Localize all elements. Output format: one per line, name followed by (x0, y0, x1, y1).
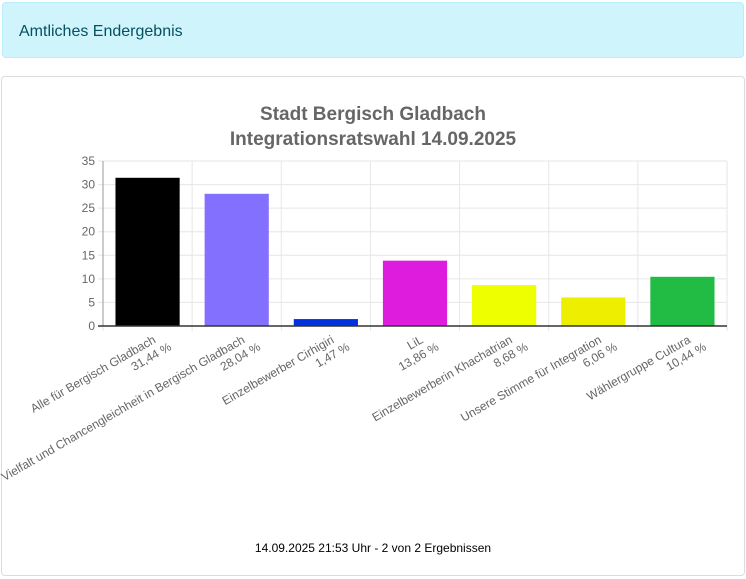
result-status-banner: Amtliches Endergebnis (2, 2, 744, 58)
x-tick-label-7: Wählergruppe Cultura10,44 % (584, 327, 709, 415)
y-tick-label: 10 (82, 272, 96, 286)
x-tick-label-5: Einzelbewerberin Khachatrian8,68 % (370, 327, 531, 436)
y-tick-label: 35 (82, 154, 96, 168)
y-tick-label: 0 (88, 319, 95, 333)
x-tick-label-6: Unsere Stimme für Integration6,06 % (458, 327, 620, 436)
y-tick-label: 30 (82, 178, 96, 192)
bar-5 (472, 285, 537, 326)
category-name: Einzelbewerberin Khachatrian (370, 332, 515, 424)
result-status-text: Amtliches Endergebnis (19, 23, 183, 40)
results-timestamp: 14.09.2025 21:53 Uhr - 2 von 2 Ergebniss… (254, 541, 492, 555)
category-name: Unsere Stimme für Integration (458, 332, 604, 424)
bar-2 (204, 193, 269, 326)
bar-6 (561, 297, 626, 326)
chart-title-line-1: Stadt Bergisch Gladbach (260, 104, 486, 125)
bar-1 (115, 177, 180, 326)
y-tick-label: 5 (88, 295, 95, 309)
bar-7 (650, 276, 715, 326)
y-tick-label: 20 (82, 225, 96, 239)
y-tick-label: 15 (82, 248, 96, 262)
chart-title-line-2: Integrationsratswahl 14.09.2025 (230, 129, 517, 150)
bar-3 (293, 319, 358, 326)
bar-4 (382, 260, 448, 326)
x-tick-label-4: LiL13,86 % (389, 327, 441, 373)
y-tick-label: 25 (82, 201, 96, 215)
